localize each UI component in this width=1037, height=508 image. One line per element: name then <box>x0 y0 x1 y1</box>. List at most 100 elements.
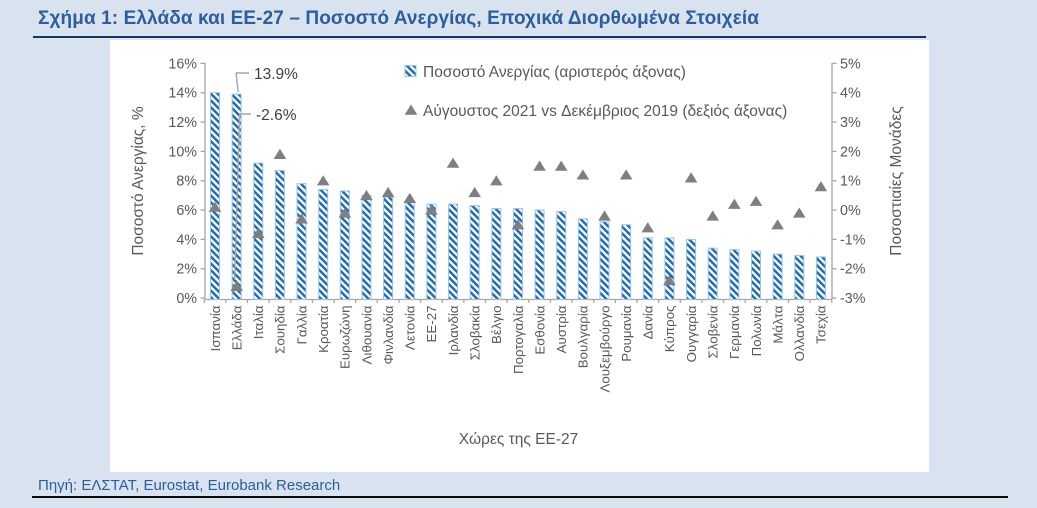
x-category-label: Ουγγαρία <box>684 305 699 362</box>
x-category-label: Ευρωζώνη <box>338 306 353 370</box>
left-tick-label: 6% <box>176 203 197 219</box>
change-triangle <box>403 192 417 203</box>
x-category-label: Ιρλανδία <box>446 305 461 355</box>
unemployment-bar <box>751 250 761 300</box>
title-rule <box>33 36 926 38</box>
unemployment-bar <box>621 224 632 300</box>
axes-group <box>200 62 837 303</box>
right-tick-label: -3% <box>840 291 866 307</box>
x-category-label: Λιθουανία <box>359 305 374 364</box>
right-tick-label: -2% <box>840 262 866 278</box>
x-axis-title: Χώρες της ΕΕ-27 <box>459 431 579 448</box>
x-category-label: Λετονία <box>403 305 418 350</box>
unemployment-bar <box>707 247 718 301</box>
x-category-label: Πολωνία <box>749 305 764 356</box>
unemployment-bar <box>534 209 545 300</box>
legend-triangle-swatch <box>404 104 418 115</box>
change-triangle <box>490 175 503 186</box>
change-triangle <box>684 172 698 183</box>
x-category-label: Λουξεμβούργο <box>597 306 612 393</box>
change-triangle <box>273 148 287 160</box>
unemployment-bar <box>512 208 523 300</box>
annotation-bar-value: 13.9% <box>254 66 298 83</box>
source-rule <box>32 496 1008 498</box>
change-triangle <box>663 274 676 286</box>
x-category-label: Βουλγαρία <box>576 305 591 368</box>
annotations-group: 13.9% -2.6% <box>233 66 298 280</box>
x-labels-group: Ισπανία Ελλάδα Ιταλία Σουηδία Γαλλία Κροατία Ε… <box>208 305 829 392</box>
unemployment-bar <box>210 92 220 300</box>
left-tick-label: 8% <box>176 174 197 190</box>
bars-group <box>210 92 826 301</box>
annotation-leader-triangle <box>233 113 251 280</box>
unemployment-bar <box>491 208 502 300</box>
right-tick-label: -1% <box>840 232 866 248</box>
unemployment-bar <box>404 200 415 300</box>
change-triangle <box>749 195 763 206</box>
change-triangle <box>360 189 373 201</box>
legend-group: Ποσοστό Ανεργίας (αριστερός άξονας) Αύγου… <box>404 64 787 120</box>
change-triangle <box>554 160 568 171</box>
change-triangle <box>425 204 438 215</box>
change-triangle <box>792 207 806 218</box>
x-category-label: Ολλανδία <box>792 305 807 361</box>
unemployment-bar <box>686 238 697 301</box>
left-tick-label: 12% <box>168 115 197 131</box>
legend-bar-label: Ποσοστό Ανεργίας (αριστερός άξονας) <box>423 64 686 81</box>
left-axis-title: Ποσοστό Ανεργίας, % <box>130 106 147 256</box>
legend-bar-swatch <box>404 65 417 77</box>
x-category-label: Σλοβενία <box>706 305 721 358</box>
right-tick-label: 2% <box>840 144 861 160</box>
unemployment-bar <box>815 256 826 301</box>
x-category-label: Σουηδία <box>273 305 288 354</box>
change-triangle <box>576 169 590 180</box>
unemployment-bar <box>448 203 459 300</box>
unemployment-bar <box>577 218 588 300</box>
figure-title: Σχήμα 1: Ελλάδα και ΕΕ-27 – Ποσοστό Ανερ… <box>38 8 759 29</box>
change-triangle <box>381 186 395 198</box>
change-triangle <box>728 198 741 209</box>
right-tick-label: 0% <box>840 203 861 219</box>
x-category-label: Πορτογαλία <box>511 305 526 374</box>
unemployment-bar <box>361 194 372 300</box>
change-triangle <box>316 175 330 186</box>
change-triangle <box>251 227 265 239</box>
x-category-label: Τσεχία <box>814 305 829 344</box>
left-tick-label: 0% <box>176 291 197 307</box>
change-triangle <box>814 181 828 192</box>
right-tick-label: 3% <box>840 115 861 131</box>
legend-triangle-label: Αύγουστος 2021 vs Δεκέμβριος 2019 (δεξιό… <box>423 103 787 120</box>
x-category-label: Μάλτα <box>770 305 785 343</box>
x-category-label: Γερμανία <box>727 305 742 359</box>
change-triangle <box>619 169 633 180</box>
left-tick-label: 14% <box>168 86 197 102</box>
change-triangle <box>641 222 655 233</box>
x-category-label: Ισπανία <box>208 305 223 351</box>
change-triangle <box>230 280 243 291</box>
change-triangle <box>208 201 222 212</box>
change-triangle <box>771 219 784 230</box>
change-triangle <box>511 219 525 230</box>
left-tick-label: 16% <box>168 56 197 72</box>
x-category-label: Φινλανδία <box>381 305 396 364</box>
unemployment-bar <box>556 210 567 301</box>
right-tick-label: 1% <box>840 174 861 190</box>
unemployment-bar <box>599 221 610 301</box>
change-triangle <box>446 157 460 168</box>
unemployment-bar <box>426 203 437 300</box>
change-triangle <box>295 213 308 224</box>
right-tick-label: 5% <box>840 56 861 72</box>
x-category-label: ΕΕ-27 <box>424 306 439 343</box>
unemployment-bar <box>339 190 350 300</box>
triangles-group <box>208 148 828 291</box>
unemployment-bar <box>794 254 805 300</box>
right-axis-title: Ποσοστιαίες Μονάδες <box>888 106 905 255</box>
change-triangle <box>598 210 611 221</box>
unemployment-bar <box>274 169 285 300</box>
change-triangle <box>533 160 546 171</box>
unemployment-bar <box>383 196 394 300</box>
change-triangle <box>338 207 352 218</box>
annotation-triangle-value: -2.6% <box>256 107 297 124</box>
unemployment-bar <box>729 249 740 301</box>
